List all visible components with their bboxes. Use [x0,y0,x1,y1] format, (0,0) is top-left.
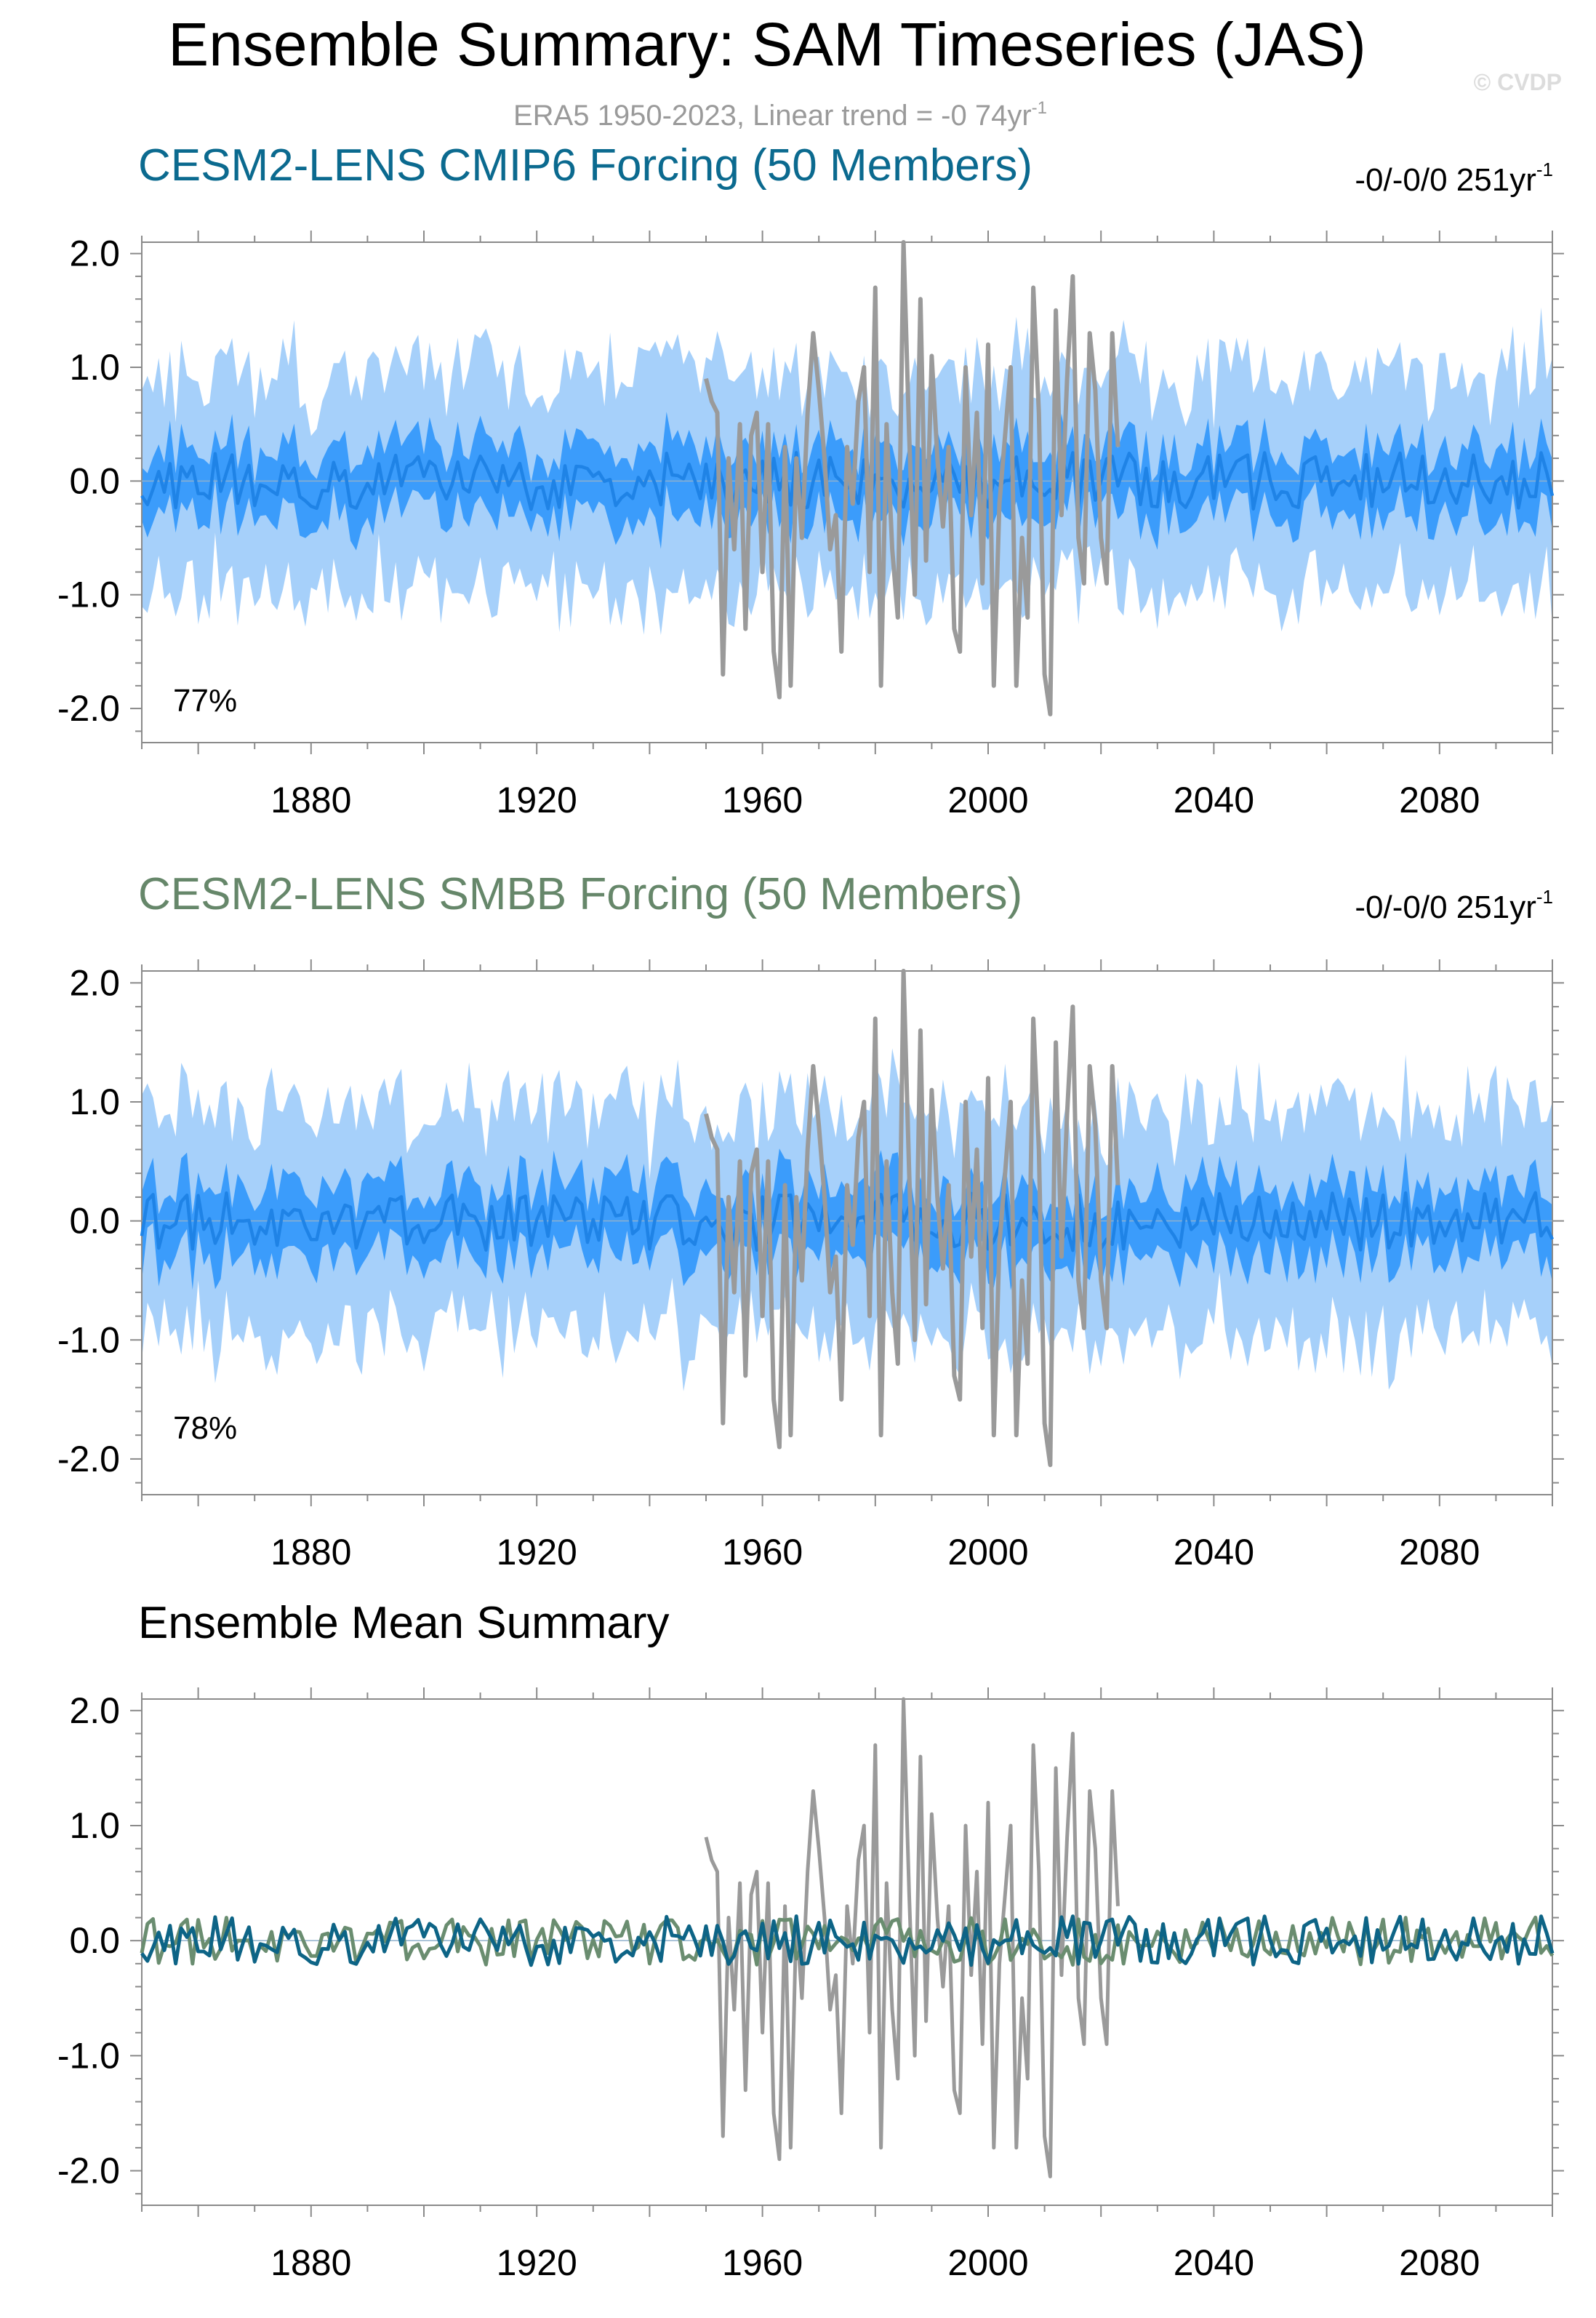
panel-cmip6: CESM2-LENS CMIP6 Forcing (50 Members) -0… [57,140,1564,820]
panel2-xtick-label: 1920 [497,1532,577,1572]
panel3-ytick-label: -1.0 [57,2035,120,2076]
panel2-percent-label: 78% [173,1410,237,1446]
panel2-xtick-label: 2080 [1399,1532,1480,1572]
panel-ensemble-mean-summary: Ensemble Mean Summary 1880 1920 1960 2000 20… [57,1598,1564,2283]
panel1-title: CESM2-LENS CMIP6 Forcing (50 Members) [138,140,1032,191]
panel2-ytick-label: 2.0 [69,962,120,1003]
panel1-xtick-label: 1920 [497,780,577,820]
figure-subtitle: ERA5 1950-2023, Linear trend = -0 74yr-1 [513,98,1047,132]
panel1-xtick-label: 2000 [947,780,1028,820]
panel1-xtick-label: 1880 [270,780,351,820]
panel3-ytick-label: -2.0 [57,2151,120,2191]
panel3-ytick-label: 1.0 [69,1805,120,1846]
panel3-xtick-label: 2040 [1174,2242,1254,2283]
panel3-era5-line [704,1697,1120,2178]
panel2-trend-label: -0/-0/0 251yr-1 [1355,886,1553,925]
panel2-ytick-label: -1.0 [57,1319,120,1360]
panel1-ytick-label: 1.0 [69,347,120,388]
panel3-xtick-label: 1960 [722,2242,803,2283]
panel1-xtick-label: 2040 [1174,780,1254,820]
panel3-xtick-label: 2080 [1399,2242,1480,2283]
panel2-era5-line [704,969,1120,1468]
panel1-trend-label: -0/-0/0 251yr-1 [1355,159,1553,198]
panel2-ytick-label: -2.0 [57,1439,120,1479]
panel1-trend-sup: -1 [1536,159,1553,180]
panel3-ytick-label: 0.0 [69,1920,120,1961]
panel1-percent-label: 77% [173,683,237,719]
panel1-xtick-label: 1960 [722,780,803,820]
copyright-mark: © CVDP [1474,69,1562,95]
panel1-ytick-label: 2.0 [69,233,120,274]
panel2-trend-text: -0/-0/0 251yr [1355,890,1536,925]
panel3-xtick-label: 2000 [947,2242,1028,2283]
panel3-cmip6-mean-line [140,1914,1555,1967]
panel2-ytick-label: 1.0 [69,1082,120,1122]
panel2-xtick-label: 1880 [270,1532,351,1572]
panel3-ytick-label: 2.0 [69,1690,120,1731]
panel2-ytick-label: 0.0 [69,1201,120,1242]
panel2-xtick-label: 1960 [722,1532,803,1572]
panel1-ytick-label: -2.0 [57,688,120,729]
panel3-plot-area: 1880 1920 1960 2000 2040 2080 2.0 1.0 0.0 -1.0 -2.… [57,1687,1564,2283]
panel3-xtick-label: 1880 [270,2242,351,2283]
panel2-xtick-label: 2040 [1174,1532,1254,1572]
panel1-plot-area: 1880 1920 1960 2000 2040 2080 2.0 1.0 0.0 -1.0 -2.… [57,231,1564,820]
panel2-trend-sup: -1 [1536,886,1553,908]
panel2-plot-area: 1880 1920 1960 2000 2040 2080 2.0 1.0 0.0 -1.0 -2.… [57,959,1564,1572]
figure-subtitle-sup: -1 [1032,98,1047,118]
panel1-trend-text: -0/-0/0 251yr [1355,162,1536,198]
panel1-era5-line [704,240,1120,716]
panel3-title: Ensemble Mean Summary [138,1598,670,1648]
panel1-ytick-label: 0.0 [69,460,120,501]
panel1-xtick-label: 2080 [1399,780,1480,820]
panel-smbb: CESM2-LENS SMBB Forcing (50 Members) -0/… [57,869,1564,1572]
figure-subtitle-text: ERA5 1950-2023, Linear trend = -0 74yr [513,100,1032,132]
panel2-title: CESM2-LENS SMBB Forcing (50 Members) [138,869,1022,919]
panel3-xtick-label: 1920 [497,2242,577,2283]
panel2-xtick-label: 2000 [947,1532,1028,1572]
figure-title: Ensemble Summary: SAM Timeseries (JAS) [168,10,1366,79]
panel1-ytick-label: -1.0 [57,575,120,615]
